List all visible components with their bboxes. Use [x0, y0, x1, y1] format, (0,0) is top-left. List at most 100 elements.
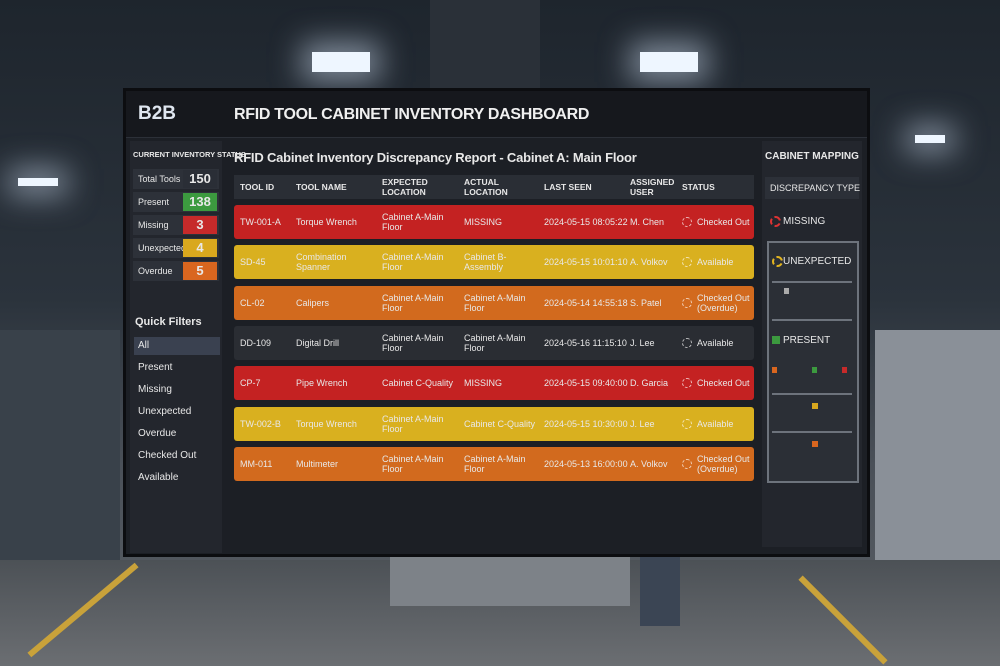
table-cell: J. Lee [630, 326, 680, 360]
filter[interactable]: Present [138, 362, 173, 373]
status-icon [682, 297, 692, 308]
column-header: EXPECTED LOCATION [382, 177, 428, 197]
cell-text: Cabinet A-Main Floor [382, 332, 444, 353]
table-cell: 2024-05-15 08:05:22 [544, 205, 628, 239]
mapping-title: CABINET MAPPING [765, 151, 859, 162]
table-cell: Checked Out [682, 205, 758, 239]
filter[interactable]: Missing [138, 384, 172, 395]
table-cell: Pipe Wrench [296, 366, 380, 400]
cell-text: Cabinet A-Main Floor [464, 453, 526, 474]
cell-text: 2024-05-16 11:15:10 [544, 337, 627, 348]
dashboard-screen: B2B RFID TOOL CABINET INVENTORY DASHBOAR… [123, 88, 870, 557]
table-header: TOOL ID TOOL NAME EXPECTED LOCATION ACTUAL … [234, 175, 754, 199]
table-cell: TW-001-A [240, 205, 294, 239]
cell-text: M. Chen [630, 217, 665, 227]
stat-value: 3 [183, 216, 217, 234]
table-row[interactable]: CP-7 Pipe Wrench Cabinet C-Quality MISSING 2… [234, 366, 754, 401]
stat-value: 138 [183, 193, 217, 211]
cell-text: Digital Drill [296, 337, 340, 348]
cell-text: Checked Out (Overdue) [697, 453, 750, 474]
table-cell: Cabinet A-Main Floor [382, 286, 462, 320]
cell-text: J. Lee [630, 337, 655, 348]
column-header: LAST SEEN [544, 182, 592, 192]
cell-text: Available [697, 337, 734, 348]
table-cell: CL-02 [240, 286, 294, 320]
table-cell: Calipers [296, 286, 380, 320]
filter[interactable]: Unexpected [138, 406, 192, 417]
column-header: ACTUAL LOCATION [464, 177, 508, 197]
cell-text: MISSING [464, 378, 503, 389]
cell-text: 2024-05-15 10:01:10 [544, 257, 628, 268]
report-title: RFID Cabinet Inventory Discrepancy Repor… [234, 150, 637, 165]
cell-text: TW-002-B [240, 418, 281, 429]
stat-row: Overdue 5 [133, 261, 219, 281]
table-row[interactable]: DD-109 Digital Drill Cabinet A-Main Floor C… [234, 325, 754, 360]
table-cell: 2024-05-13 16:00:00 [544, 447, 628, 481]
status-icon [682, 418, 692, 429]
cell-text: Combination Spanner [296, 252, 347, 273]
stat-value: 4 [183, 239, 217, 257]
table-row[interactable]: TW-002-B Torque Wrench Cabinet A-Main Floo… [234, 406, 754, 441]
table-cell: Available [682, 407, 758, 441]
table-cell: Torque Wrench [296, 205, 380, 239]
table-cell: SD-45 [240, 245, 294, 279]
stat-label: Unexpected [138, 243, 187, 253]
table-row[interactable]: SD-45 Combination Spanner Cabinet A-Main F… [234, 245, 754, 280]
cell-text: Torque Wrench [296, 217, 357, 227]
cell-text: 2024-05-15 09:40:00 [544, 378, 628, 389]
cell-text: A. Volkov [630, 458, 668, 469]
table-cell: Cabinet A-Main Floor [382, 245, 462, 279]
table-cell: Cabinet A-Main Floor [464, 447, 542, 481]
table-row[interactable]: TW-001-A Torque Wrench Cabinet A-Main Floo… [234, 205, 754, 239]
table-cell: Cabinet A-Main Floor [382, 326, 462, 360]
table-cell: MM-011 [240, 447, 294, 481]
table-row[interactable]: MM-011 Multimeter Cabinet A-Main Floor Cabi… [234, 446, 754, 481]
filter[interactable]: Overdue [138, 428, 177, 439]
table-cell: Cabinet A-Main Floor [382, 407, 462, 441]
table-cell: J. Lee [630, 407, 680, 441]
cell-text: Calipers [296, 297, 330, 308]
table-cell: Cabinet A-Main Floor [382, 447, 462, 481]
status-icon [682, 337, 692, 348]
table-cell: Available [682, 326, 758, 360]
table-cell: Cabinet A-Main Floor [464, 286, 542, 320]
cell-text: Cabinet C-Quality [464, 418, 536, 429]
filter[interactable]: Available [138, 472, 179, 483]
table-cell: A. Volkov [630, 245, 680, 279]
cell-text: 2024-05-15 08:05:22 [544, 217, 628, 227]
cell-text: 2024-05-14 14:55:18 [544, 297, 628, 308]
stat-label: Overdue [138, 266, 173, 276]
stat-row: Missing 3 [133, 215, 219, 235]
filter[interactable]: Checked Out [138, 450, 197, 461]
cell-text: Checked Out [697, 378, 750, 389]
legend-missing: MISSING [783, 216, 826, 227]
cell-text: A. Volkov [630, 257, 668, 268]
cell-text: Checked Out (Overdue) [697, 292, 750, 313]
cell-text: Cabinet A-Main Floor [464, 332, 526, 353]
table-cell: Multimeter [296, 447, 380, 481]
cell-text: Multimeter [296, 458, 339, 469]
status-icon [682, 378, 692, 389]
cell-text: 2024-05-13 16:00:00 [544, 458, 628, 469]
cell-text: Cabinet C-Quality [382, 378, 454, 389]
table-cell: Available [682, 245, 758, 279]
cell-text: Cabinet A-Main Floor [464, 292, 526, 313]
column-header: TOOL NAME [296, 182, 347, 192]
cell-text: TW-001-A [240, 217, 281, 227]
legend-unexpected: UNEXPECTED [783, 256, 852, 267]
cabinet-mapping: CABINET MAPPING DISCREPANCY TYPE MISSING… [762, 141, 862, 547]
cell-text: Checked Out [697, 217, 750, 227]
filter[interactable]: All [134, 337, 220, 355]
table-cell: DD-109 [240, 326, 294, 360]
table-cell: S. Patel [630, 286, 680, 320]
table-cell: Torque Wrench [296, 407, 380, 441]
status-title: CURRENT INVENTORY STATUS [133, 150, 246, 159]
status-icon [682, 257, 692, 268]
table-cell: CP-7 [240, 366, 294, 400]
stat-label: Present [138, 197, 170, 207]
table-row[interactable]: CL-02 Calipers Cabinet A-Main Floor Cabinet… [234, 285, 754, 320]
table-cell: Cabinet B-Assembly [464, 245, 542, 279]
table-cell: Checked Out [682, 366, 758, 400]
